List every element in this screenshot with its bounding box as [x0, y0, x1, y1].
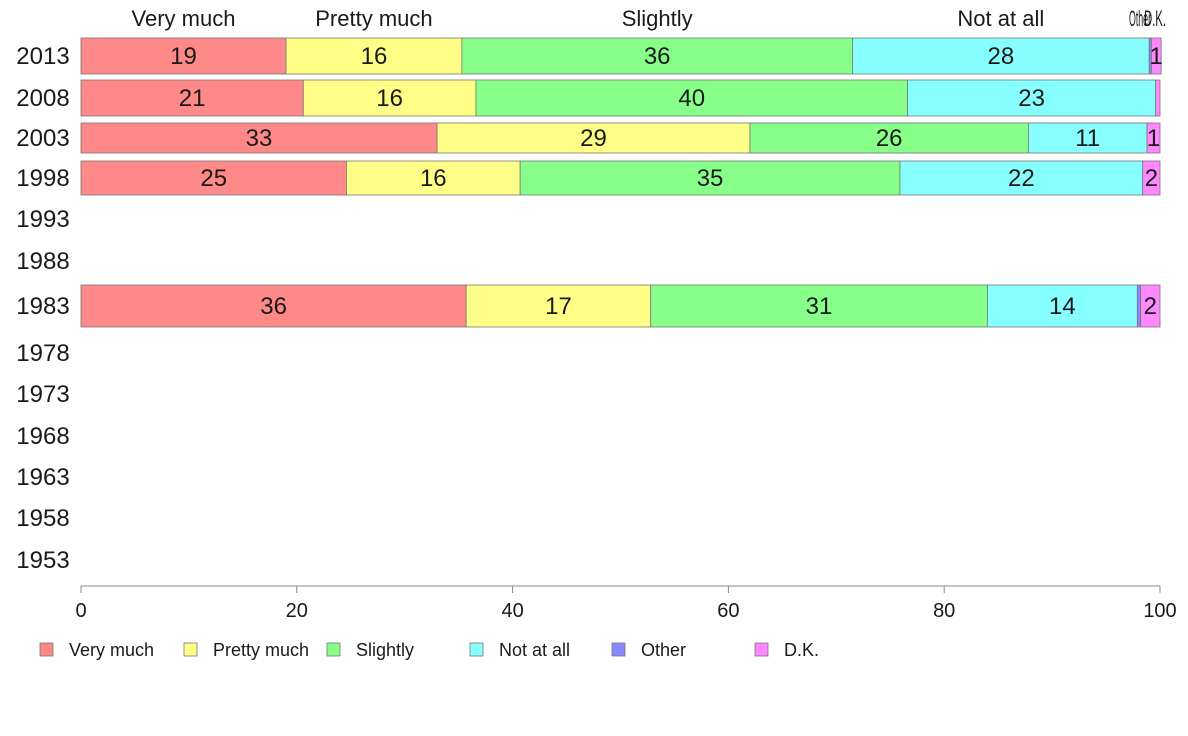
bar-value-label: 2: [1145, 165, 1158, 192]
x-tick-label: 80: [933, 600, 955, 622]
legend-label: D.K.: [784, 640, 819, 660]
bar-value-label: 31: [806, 293, 833, 320]
year-label-1958: 1958: [16, 505, 69, 532]
year-label-1998: 1998: [16, 165, 69, 192]
bar-value-label: 28: [987, 43, 1014, 70]
bar-value-label: 33: [246, 125, 273, 152]
top-category-labels: Very much Pretty much Slightly Not at all Ot…: [132, 6, 1166, 31]
bar-2003-d-k: [1146, 122, 1161, 154]
bar-1998-slightly: [519, 160, 901, 196]
year-label-1978: 1978: [16, 340, 69, 367]
bar-value-label: 1: [1147, 125, 1160, 152]
year-label-2013: 2013: [16, 43, 69, 70]
bar-1998-very-much: [80, 160, 347, 196]
x-tick-label: 20: [286, 600, 308, 622]
year-label-2003: 2003: [16, 125, 69, 152]
bar-value-label: 26: [876, 125, 903, 152]
bar-1983-pretty-much: [465, 284, 652, 328]
year-label-1988: 1988: [16, 248, 69, 275]
bar-1998-d-k: [1142, 160, 1161, 196]
legend-swatch: [326, 642, 341, 657]
bar-value-label: 17: [545, 293, 572, 320]
bar-2008-pretty-much: [302, 79, 477, 117]
bar-2008-slightly: [475, 79, 908, 117]
legend-label: Pretty much: [213, 640, 309, 660]
bar-value-label: 23: [1018, 85, 1045, 112]
bar-2008-very-much: [80, 79, 304, 117]
legend: Very much Pretty much Slightly Not at all Ot…: [39, 640, 819, 660]
top-label-not-at-all: Not at all: [957, 6, 1044, 31]
bar-value-label: 11: [1075, 125, 1100, 152]
x-tick-label: 100: [1143, 600, 1176, 622]
top-label-pretty-much: Pretty much: [315, 6, 432, 31]
bar-value-label: 40: [678, 85, 705, 112]
legend-label: Slightly: [356, 640, 414, 660]
bar-1983-very-much: [80, 284, 467, 328]
year-label-1983: 1983: [16, 293, 69, 320]
bar-value-label: 25: [200, 165, 227, 192]
bar-value-label: 2: [1144, 293, 1157, 320]
top-label-other: Other: [1129, 6, 1151, 31]
top-label-slightly: Slightly: [622, 6, 693, 31]
bar-2003-very-much: [80, 122, 438, 154]
bar-2013-d-k: [1150, 37, 1162, 75]
bar-value-label: 29: [580, 125, 607, 152]
legend-swatch: [469, 642, 484, 657]
x-axis: 0 20 40 60 80 100: [75, 585, 1177, 622]
legend-label: Other: [641, 640, 686, 660]
bar-value-label: 14: [1049, 293, 1076, 320]
top-label-d-k: D.K.: [1144, 6, 1166, 31]
bar-value-label: 16: [361, 43, 388, 70]
bar-1983-not-at-all: [986, 284, 1138, 328]
bar-value-label: 1: [1150, 43, 1163, 70]
bar-value-label: 16: [376, 85, 403, 112]
year-label-1963: 1963: [16, 464, 69, 491]
year-label-2008: 2008: [16, 85, 69, 112]
bar-value-label: 21: [179, 85, 206, 112]
year-label-1973: 1973: [16, 381, 69, 408]
x-tick-label: 0: [75, 600, 86, 622]
top-label-very-much: Very much: [132, 6, 236, 31]
bar-1983-other: [1136, 284, 1141, 328]
year-labels: 2013 2008 2003 1998 1993 1988 1983 1978 1973 1968…: [16, 43, 69, 574]
year-label-1953: 1953: [16, 547, 69, 574]
legend-swatch: [39, 642, 54, 657]
bar-1998-not-at-all: [899, 160, 1144, 196]
legend-label: Very much: [69, 640, 154, 660]
bar-value-label: 19: [170, 43, 197, 70]
x-tick-label: 40: [501, 600, 523, 622]
bar-value-label: 36: [260, 293, 287, 320]
legend-swatch: [183, 642, 198, 657]
bar-value-label: 36: [644, 43, 671, 70]
legend-swatch: [611, 642, 626, 657]
x-tick-label: 60: [717, 600, 739, 622]
bar-1983-d-k: [1140, 284, 1161, 328]
legend-swatch: [754, 642, 769, 657]
year-label-1968: 1968: [16, 423, 69, 450]
bar-2013-pretty-much: [285, 37, 463, 75]
bar-value-label: 16: [420, 165, 447, 192]
bar-1998-pretty-much: [346, 160, 521, 196]
bar-value-label: 22: [1008, 165, 1035, 192]
year-label-1993: 1993: [16, 206, 69, 233]
bar-2003-slightly: [749, 122, 1029, 154]
legend-label: Not at all: [499, 640, 570, 660]
bar-1983-slightly: [650, 284, 988, 328]
bar-value-label: 35: [697, 165, 724, 192]
bar-2008-d-k: [1155, 79, 1161, 117]
